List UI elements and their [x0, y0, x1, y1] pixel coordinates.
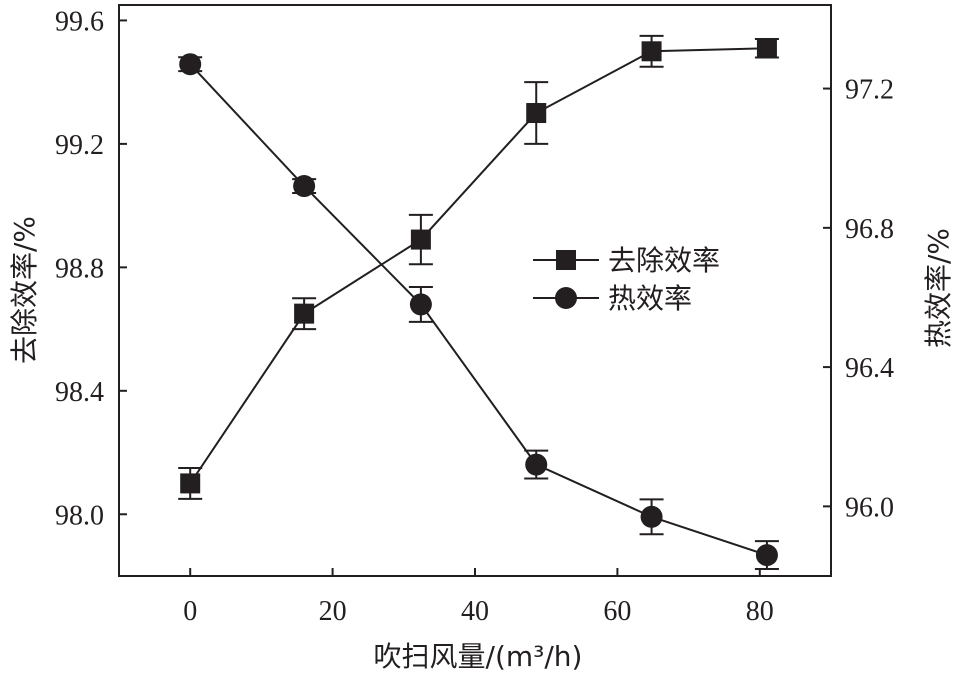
y-left-tick-label: 99.6: [55, 6, 104, 37]
data-point-square: [180, 473, 201, 494]
data-point-circle: [525, 453, 548, 476]
x-tick-label: 20: [319, 596, 347, 627]
data-point-square: [526, 103, 547, 124]
y-right-axis-title: 热效率/%: [922, 228, 955, 348]
series-removal-efficiency: [178, 34, 779, 500]
y-left-tick-labels: 98.0 98.4 98.8 99.2 99.6: [55, 6, 104, 531]
legend-label-removal: 去除效率: [608, 244, 720, 277]
x-axis-title: 吹扫风量/(m³/h): [374, 640, 583, 673]
y-right-tick-label: 97.2: [845, 75, 894, 106]
series-line: [189, 47, 767, 484]
data-point-circle: [640, 505, 663, 528]
y-left-tick-label: 98.8: [55, 253, 104, 284]
x-ticks: [189, 568, 761, 576]
data-point-circle: [755, 544, 778, 567]
x-tick-label: 0: [183, 596, 197, 627]
series-thermal-efficiency: [178, 53, 779, 571]
data-point-square: [756, 38, 777, 59]
series-layer: [178, 34, 779, 571]
y-right-ticks: [823, 87, 831, 508]
y-left-ticks: [119, 19, 127, 516]
y-right-tick-labels: 96.0 96.4 96.8 97.2: [845, 75, 894, 524]
legend-marker-square: [556, 250, 576, 270]
y-left-tick-label: 98.0: [55, 500, 104, 531]
x-tick-label: 60: [603, 596, 631, 627]
data-point-circle: [179, 53, 202, 76]
y-right-tick-label: 96.8: [845, 214, 894, 245]
y-left-tick-label: 98.4: [55, 377, 104, 408]
y-left-tick-label: 99.2: [55, 130, 104, 161]
y-right-tick-label: 96.0: [845, 492, 894, 523]
data-point-circle: [409, 293, 432, 316]
x-tick-label: 80: [746, 596, 774, 627]
data-point-circle: [293, 175, 316, 198]
legend-label-thermal: 热效率: [608, 282, 692, 315]
data-point-square: [294, 303, 315, 324]
data-point-square: [641, 41, 662, 62]
data-point-square: [410, 229, 431, 250]
legend: 去除效率 热效率: [533, 244, 720, 315]
x-tick-label: 40: [461, 596, 489, 627]
x-tick-labels: 0 20 40 60 80: [183, 596, 774, 627]
y-left-axis-title: 去除效率/%: [8, 216, 41, 364]
series-line: [189, 63, 768, 557]
legend-marker-circle: [555, 287, 577, 309]
plot-frame: [118, 4, 832, 577]
y-right-tick-label: 96.4: [845, 353, 894, 384]
